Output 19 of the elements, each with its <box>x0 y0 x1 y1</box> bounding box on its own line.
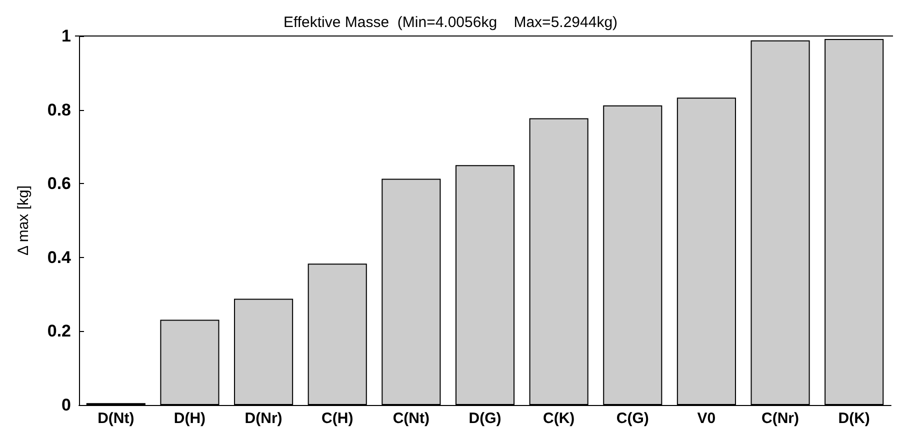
x-tick-label: C(G) <box>616 410 649 427</box>
x-tick-label: D(Nr) <box>244 410 282 427</box>
x-tick-label: D(G) <box>468 410 502 427</box>
y-tick-label: 1 <box>62 26 71 46</box>
y-tick-label: 0.2 <box>47 322 71 341</box>
x-tick-label: D(H) <box>174 410 206 427</box>
x-tick-label: C(Nr) <box>762 410 800 427</box>
x-tick-label: C(H) <box>322 410 354 427</box>
y-tick-label: 0.8 <box>47 100 71 120</box>
y-tick-label: 0.6 <box>47 174 71 194</box>
y-tick-label: 0.4 <box>47 248 72 267</box>
x-tick-label: D(Nt) <box>98 410 134 427</box>
y-tick-label: 0 <box>62 396 71 414</box>
x-tick-label: C(K) <box>542 410 575 427</box>
chart-title: Effektive Masse (Min=4.0056kg Max=5.2944kg) <box>283 14 618 31</box>
x-tick-label: C(Nt) <box>392 410 430 427</box>
x-tick-label: V0 <box>697 410 716 427</box>
x-tick-label: D(K) <box>838 410 870 427</box>
y-axis-title: Δ max [kg] <box>15 185 32 256</box>
